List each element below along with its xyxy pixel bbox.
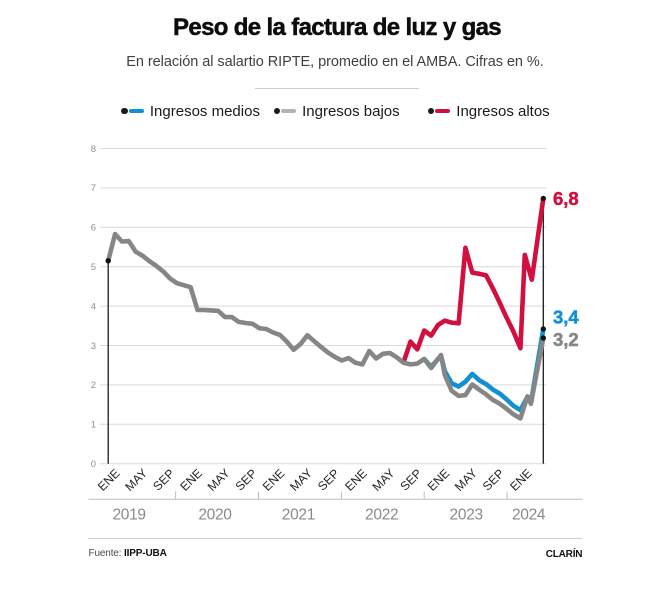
svg-text:MAY: MAY	[452, 466, 480, 494]
svg-text:SEP: SEP	[480, 466, 507, 493]
svg-text:2021: 2021	[282, 506, 315, 523]
svg-text:5: 5	[91, 262, 96, 273]
svg-text:ENE: ENE	[425, 466, 453, 494]
svg-text:3,4: 3,4	[553, 307, 579, 328]
svg-text:SEP: SEP	[150, 466, 177, 493]
svg-text:ENE: ENE	[260, 466, 288, 494]
svg-text:SEP: SEP	[233, 466, 260, 493]
svg-text:MAY: MAY	[122, 466, 150, 494]
svg-text:0: 0	[91, 459, 96, 470]
svg-text:3: 3	[91, 341, 96, 352]
svg-text:ENE: ENE	[342, 466, 370, 494]
svg-text:ENE: ENE	[177, 466, 205, 494]
svg-text:6: 6	[91, 223, 96, 234]
svg-text:MAY: MAY	[287, 466, 315, 494]
svg-text:MAY: MAY	[370, 466, 398, 494]
svg-text:SEP: SEP	[397, 466, 424, 493]
svg-text:2020: 2020	[198, 506, 232, 523]
svg-text:SEP: SEP	[315, 466, 342, 493]
svg-text:6,8: 6,8	[553, 188, 579, 209]
svg-text:2: 2	[91, 380, 96, 391]
svg-text:ENE: ENE	[95, 466, 123, 494]
svg-text:MAY: MAY	[205, 466, 233, 494]
svg-text:2024: 2024	[512, 506, 546, 523]
svg-text:8: 8	[91, 144, 96, 155]
svg-text:2022: 2022	[365, 506, 398, 523]
svg-text:ENE: ENE	[507, 466, 535, 494]
svg-text:1: 1	[91, 420, 96, 431]
svg-text:4: 4	[91, 301, 96, 312]
svg-text:7: 7	[91, 183, 96, 194]
svg-text:2023: 2023	[450, 506, 483, 523]
svg-text:2019: 2019	[112, 506, 145, 523]
svg-text:3,2: 3,2	[553, 329, 579, 350]
